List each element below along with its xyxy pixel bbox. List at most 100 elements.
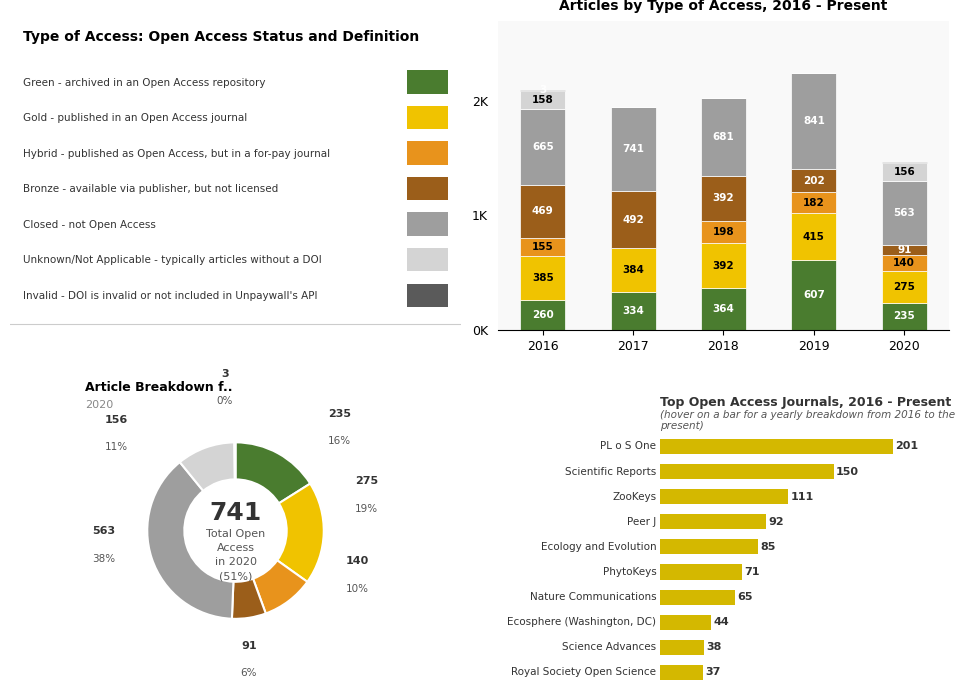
Text: Closed - not Open Access: Closed - not Open Access — [23, 219, 156, 230]
Bar — [660, 614, 711, 630]
Bar — [611, 107, 656, 192]
Text: PL o S One: PL o S One — [600, 442, 656, 452]
Text: 6%: 6% — [241, 668, 257, 678]
FancyBboxPatch shape — [408, 177, 448, 200]
Bar — [881, 255, 926, 271]
Bar — [660, 589, 736, 605]
Text: Unknown/Not Applicable - typically articles without a DOI: Unknown/Not Applicable - typically artic… — [23, 255, 322, 266]
Text: 10%: 10% — [346, 584, 369, 593]
Bar — [660, 540, 759, 554]
Bar — [660, 464, 833, 479]
Bar — [660, 665, 703, 680]
Text: 563: 563 — [894, 208, 915, 218]
Bar — [611, 192, 656, 247]
Text: 607: 607 — [803, 290, 825, 300]
Bar — [660, 489, 788, 504]
Wedge shape — [236, 442, 310, 503]
Bar — [791, 169, 836, 192]
Text: 841: 841 — [803, 116, 825, 126]
Bar — [520, 238, 566, 256]
Text: 11%: 11% — [105, 442, 129, 452]
Text: 16%: 16% — [328, 436, 351, 446]
Bar — [701, 98, 746, 176]
Text: 65: 65 — [737, 592, 753, 602]
Text: Royal Society Open Science: Royal Society Open Science — [511, 668, 656, 677]
Bar — [520, 108, 566, 185]
Text: Ecosphere (Washington, DC): Ecosphere (Washington, DC) — [507, 617, 656, 627]
Text: 111: 111 — [790, 491, 814, 502]
Bar — [881, 245, 926, 255]
Text: 37: 37 — [705, 668, 720, 677]
Bar — [881, 180, 926, 245]
Text: Type of Access: Open Access Status and Definition: Type of Access: Open Access Status and D… — [23, 30, 419, 44]
Text: 741: 741 — [622, 144, 644, 154]
Text: Green - archived in an Open Access repository: Green - archived in an Open Access repos… — [23, 78, 266, 88]
Wedge shape — [234, 442, 236, 480]
Bar — [701, 176, 746, 221]
Text: 158: 158 — [532, 94, 553, 105]
Text: 385: 385 — [532, 273, 553, 283]
Text: 156: 156 — [105, 415, 129, 425]
Text: ZooKeys: ZooKeys — [612, 491, 656, 502]
Text: Peer J: Peer J — [627, 517, 656, 527]
Text: Top Open Access Journals, 2016 - Present: Top Open Access Journals, 2016 - Present — [660, 396, 951, 409]
FancyBboxPatch shape — [408, 248, 448, 271]
Text: 182: 182 — [803, 198, 825, 208]
Text: PhytoKeys: PhytoKeys — [602, 567, 656, 577]
Text: 275: 275 — [355, 477, 378, 487]
Text: 156: 156 — [894, 167, 915, 177]
Bar — [660, 565, 742, 579]
Text: 140: 140 — [346, 556, 369, 566]
Bar — [701, 243, 746, 288]
Text: 665: 665 — [532, 142, 553, 152]
Text: 275: 275 — [893, 282, 915, 292]
Text: 198: 198 — [713, 227, 735, 237]
Text: Scientific Reports: Scientific Reports — [565, 466, 656, 477]
Bar — [660, 439, 893, 454]
Text: 741: 741 — [209, 501, 262, 525]
Text: 384: 384 — [622, 265, 644, 275]
Wedge shape — [232, 579, 266, 619]
FancyBboxPatch shape — [408, 106, 448, 129]
Text: Total Open
Access
in 2020
(51%): Total Open Access in 2020 (51%) — [206, 529, 265, 582]
FancyBboxPatch shape — [408, 141, 448, 164]
Text: 19%: 19% — [355, 504, 378, 514]
Text: Hybrid - published as Open Access, but in a for-pay journal: Hybrid - published as Open Access, but i… — [23, 149, 330, 159]
Text: Science Advances: Science Advances — [562, 642, 656, 652]
Bar — [791, 213, 836, 261]
Text: 150: 150 — [836, 466, 859, 477]
Text: 681: 681 — [713, 132, 735, 142]
Text: 2020: 2020 — [85, 400, 114, 410]
Text: 492: 492 — [622, 215, 644, 224]
Bar — [660, 514, 766, 529]
FancyBboxPatch shape — [408, 284, 448, 307]
Text: 201: 201 — [895, 442, 918, 452]
Bar — [611, 291, 656, 330]
Bar — [791, 192, 836, 213]
Title: Articles by Type of Access, 2016 - Present: Articles by Type of Access, 2016 - Prese… — [559, 0, 888, 13]
Text: 260: 260 — [532, 310, 553, 320]
Text: (hover on a bar for a yearly breakdown from 2016 to the
present): (hover on a bar for a yearly breakdown f… — [660, 410, 955, 431]
Bar — [520, 185, 566, 238]
Text: 38: 38 — [706, 642, 721, 652]
Bar — [611, 247, 656, 291]
Text: 334: 334 — [622, 305, 644, 316]
Text: 364: 364 — [713, 304, 735, 314]
Text: 0%: 0% — [217, 396, 233, 406]
Text: 92: 92 — [769, 517, 784, 527]
Text: 38%: 38% — [93, 554, 116, 563]
Text: 469: 469 — [532, 206, 553, 217]
Text: Invalid - DOI is invalid or not included in Unpaywall's API: Invalid - DOI is invalid or not included… — [23, 291, 317, 301]
Text: 91: 91 — [241, 640, 257, 651]
Text: 392: 392 — [713, 194, 735, 203]
Bar — [881, 271, 926, 303]
Text: 91: 91 — [897, 245, 911, 255]
Text: 202: 202 — [803, 175, 825, 185]
Text: 563: 563 — [93, 526, 116, 536]
Wedge shape — [148, 462, 233, 619]
Bar — [701, 221, 746, 243]
Wedge shape — [253, 561, 307, 614]
Text: 71: 71 — [744, 567, 760, 577]
Bar — [660, 640, 704, 655]
Bar — [520, 256, 566, 300]
